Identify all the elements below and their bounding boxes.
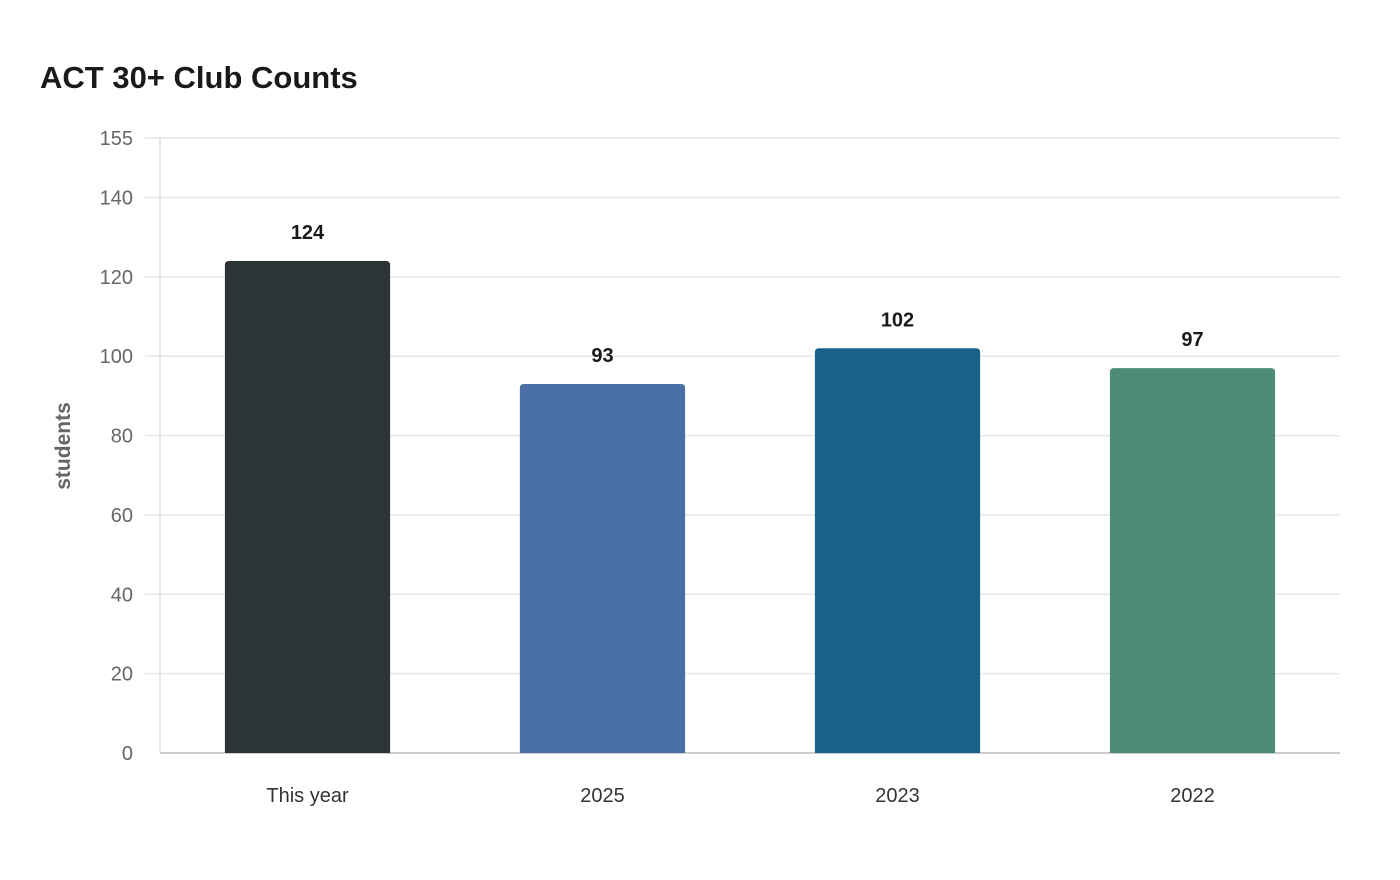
- x-tick-label: 2022: [1170, 785, 1215, 807]
- bar-value-label: 102: [881, 309, 914, 331]
- y-tick-label: 155: [100, 128, 133, 150]
- bar: [519, 384, 686, 753]
- bar: [224, 261, 391, 753]
- bar-value-label: 97: [1181, 329, 1203, 351]
- y-axis-ticks: 0 20 40 60 80 100 120 140 155: [100, 128, 133, 765]
- bars: [224, 261, 1276, 753]
- y-tick-label: 120: [100, 267, 133, 289]
- bar: [814, 348, 981, 753]
- x-axis-labels: This year 2025 2023 2022: [266, 785, 1214, 807]
- chart-title: ACT 30+ Club Counts: [40, 60, 358, 95]
- x-tick-label: This year: [266, 785, 349, 807]
- bar-value-label: 124: [291, 222, 325, 244]
- x-tick-label: 2025: [580, 785, 625, 807]
- x-tick-label: 2023: [875, 785, 920, 807]
- y-tick-label: 20: [111, 664, 133, 686]
- y-tick-label: 140: [100, 188, 133, 210]
- bar-value-label: 93: [591, 345, 613, 367]
- y-tick-label: 0: [122, 743, 133, 765]
- y-tick-label: 100: [100, 346, 133, 368]
- bar: [1109, 368, 1276, 753]
- y-tick-label: 40: [111, 584, 133, 606]
- y-tick-label: 80: [111, 426, 133, 448]
- value-labels: 124 93 102 97: [291, 222, 1204, 367]
- y-tick-label: 60: [111, 505, 133, 527]
- y-axis-title: students: [52, 402, 75, 490]
